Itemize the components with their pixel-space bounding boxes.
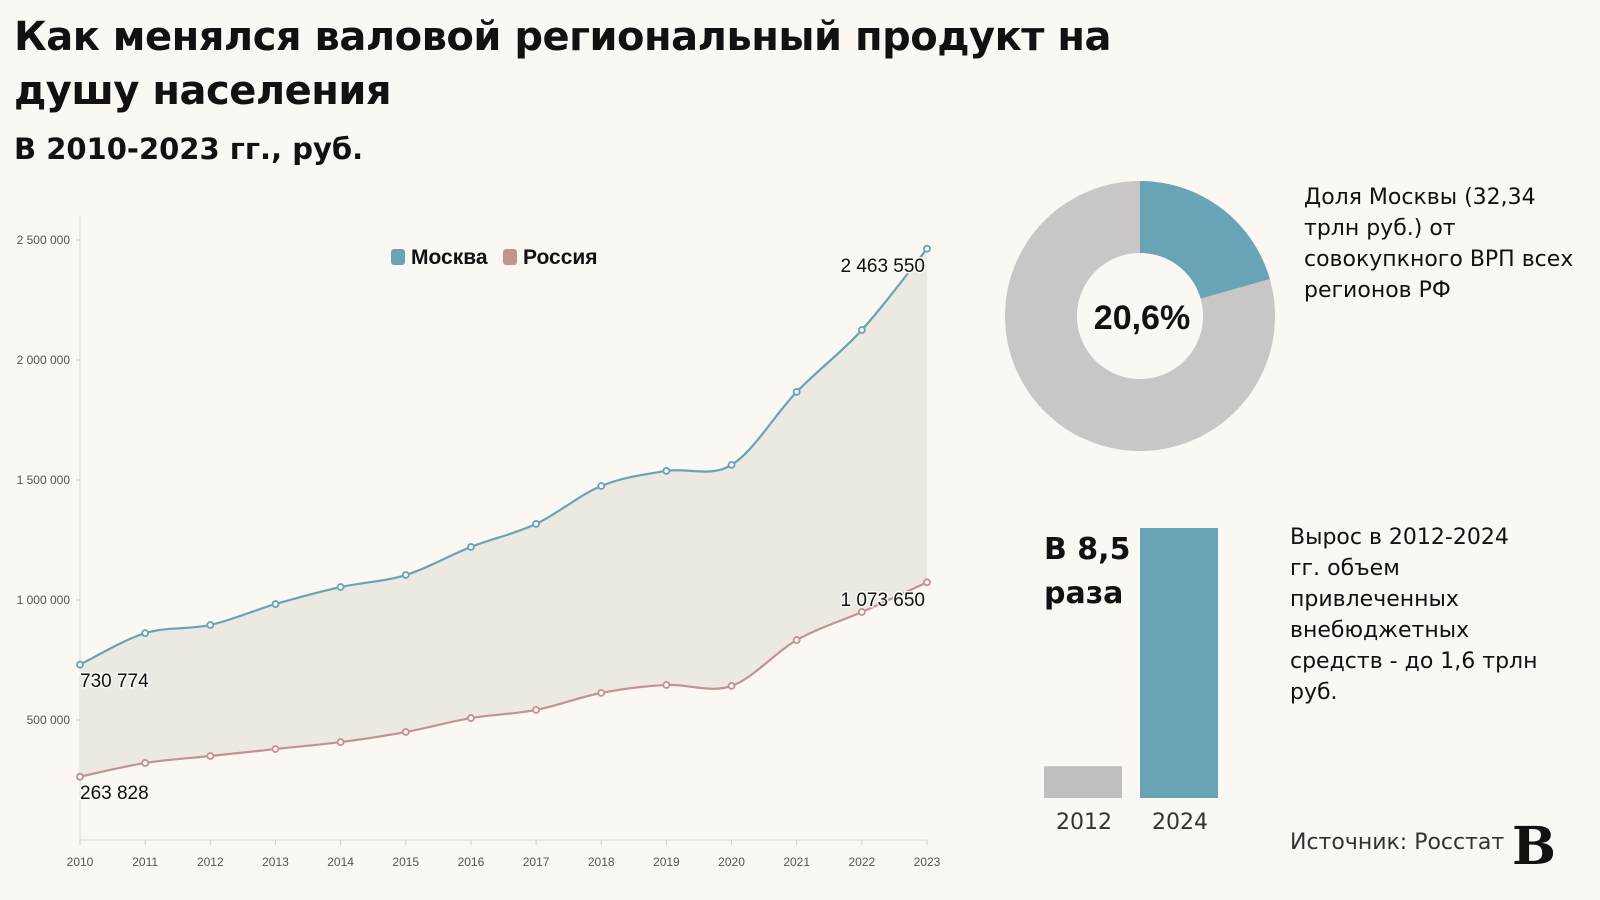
data-point-russia: [141, 759, 150, 767]
label-russia-2010: 263 828: [80, 783, 149, 804]
x-tick-label: 2022: [848, 855, 875, 869]
legend: Москва Россия: [391, 246, 598, 269]
data-point-russia: [597, 688, 606, 697]
label-russia-2023: 1 073 650: [840, 590, 925, 611]
x-tick-label: 2021: [783, 855, 810, 869]
data-point-russia: [271, 745, 280, 753]
area-between-series: [80, 248, 927, 777]
data-point-russia: [857, 608, 866, 616]
x-tick-label: 2018: [588, 855, 615, 869]
x-tick-label: 2014: [327, 855, 354, 869]
x-tick-label: 2013: [262, 855, 289, 869]
bar-2024: [1140, 528, 1218, 798]
x-tick-label: 2023: [914, 855, 941, 869]
y-tick-label: 500 000: [27, 713, 71, 727]
data-point-moscow: [662, 466, 671, 475]
bar-category-2012: 2012: [1056, 810, 1112, 835]
data-point-russia: [923, 578, 931, 587]
series-line-russia: [79, 581, 928, 778]
data-point-russia: [792, 636, 801, 644]
bar-label: В 8,5 раза: [1044, 532, 1131, 611]
data-point-russia: [76, 772, 84, 781]
donut-hole: [1077, 253, 1203, 379]
data-point-russia: [401, 728, 410, 736]
bar-category-2024: 2024: [1152, 810, 1208, 835]
x-tick-label: 2015: [392, 855, 419, 869]
data-point-moscow: [271, 600, 280, 608]
x-tick-label: 2011: [132, 855, 158, 869]
label-moscow-2023: 2 463 550: [840, 256, 925, 277]
y-tick-label: 2 000 000: [17, 353, 71, 367]
chart-subtitle: В 2010-2023 гг., руб.: [14, 132, 364, 166]
data-point-moscow: [597, 482, 606, 490]
legend-moscow: Москва: [411, 246, 488, 269]
label-moscow-2010: 730 774: [80, 671, 149, 692]
data-point-moscow: [857, 326, 866, 334]
data-point-moscow: [401, 571, 410, 579]
data-point-moscow: [792, 388, 801, 396]
data-point-russia: [467, 714, 475, 722]
donut-slice-moscow: [1140, 181, 1270, 299]
donut-slice-rest: [1005, 181, 1275, 451]
donut-center-label: 20,6%: [1094, 299, 1190, 337]
bar-chart: [1044, 528, 1218, 798]
data-point-moscow: [76, 660, 84, 669]
data-point-moscow: [206, 621, 215, 629]
y-tick-label: 1 500 000: [17, 473, 71, 487]
x-tick-label: 2012: [197, 855, 224, 869]
x-tick-label: 2019: [653, 855, 680, 869]
x-tick-label: 2017: [523, 855, 550, 869]
data-point-russia: [206, 752, 215, 760]
donut-chart: [1005, 181, 1275, 451]
bar-2012: [1044, 766, 1122, 798]
source-note: Источник: Росстат: [1290, 830, 1505, 855]
vedomosti-logo: В: [1512, 816, 1556, 877]
y-tick-label: 1 000 000: [17, 593, 71, 607]
x-tick-label: 2016: [458, 855, 485, 869]
data-point-moscow: [923, 244, 931, 253]
legend-russia: Россия: [523, 246, 598, 269]
donut-annotation: Доля Москвы (32,34 трлн руб.) от совокуп…: [1304, 185, 1574, 303]
x-tick-label: 2010: [67, 855, 94, 869]
data-point-moscow: [141, 629, 150, 638]
data-point-moscow: [336, 583, 345, 591]
data-point-russia: [532, 706, 540, 714]
x-tick-label: 2020: [718, 855, 745, 869]
data-point-moscow: [532, 520, 540, 528]
data-point-russia: [662, 681, 671, 689]
data-point-moscow: [467, 543, 475, 551]
data-point-russia: [336, 738, 345, 746]
chart-title: Как менялся валовой региональный продукт…: [14, 14, 1112, 114]
y-tick-label: 2 500 000: [17, 233, 71, 247]
data-point-russia: [727, 682, 736, 690]
bar-annotation: Вырос в 2012-2024 гг. объем привлеченных…: [1290, 525, 1538, 705]
legend-swatch-moscow: [391, 249, 405, 265]
legend-swatch-russia: [503, 249, 517, 265]
data-point-moscow: [727, 460, 736, 469]
